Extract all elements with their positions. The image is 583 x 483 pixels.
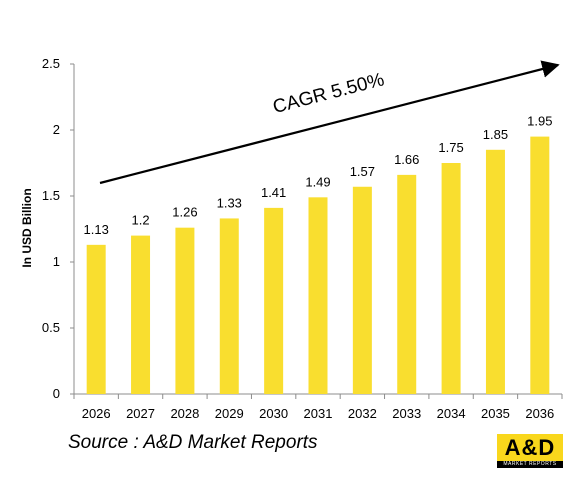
bar	[86, 244, 106, 394]
y-tick-label: 2.5	[42, 56, 60, 71]
cagr-arrow	[99, 60, 560, 185]
data-label: 1.66	[394, 152, 419, 167]
bar	[264, 207, 284, 394]
x-tick-label: 2035	[481, 406, 510, 421]
y-tick-label: 1	[53, 254, 60, 269]
bar	[131, 235, 151, 394]
x-tick-label: 2034	[437, 406, 466, 421]
data-labels: 1.13 1.2 1.26 1.33 1.41 1.49 1.57 1.66 1.75 1.85 1…	[84, 114, 553, 237]
y-tick-label: 0	[53, 386, 60, 401]
logo-sub-text: MARKET REPORTS	[497, 461, 563, 468]
source-caption: Source : A&D Market Reports	[68, 432, 318, 453]
bar	[219, 218, 239, 394]
x-tick-label: 2033	[392, 406, 421, 421]
x-tick-label: 2032	[348, 406, 377, 421]
data-label: 1.95	[527, 114, 552, 129]
x-tick-label: 2030	[259, 406, 288, 421]
data-label: 1.2	[132, 213, 150, 228]
x-tick-label: 2031	[304, 406, 333, 421]
bar	[308, 197, 328, 394]
y-axis-label: In USD Billion	[20, 188, 34, 267]
bar	[397, 174, 417, 394]
y-tick-label: 0.5	[42, 320, 60, 335]
company-logo: A&D MARKET REPORTS	[497, 434, 563, 468]
data-label: 1.75	[438, 140, 463, 155]
axes: 0 0.5 1 1.5 2 2.5 2026 2027 2028 2029 2030 2031 2032…	[42, 56, 563, 421]
x-tick-label: 2029	[215, 406, 244, 421]
bar	[441, 163, 461, 394]
data-label: 1.41	[261, 185, 286, 200]
bar	[352, 186, 372, 394]
logo-main-text: A&D	[497, 434, 563, 461]
cagr-annotation: CAGR 5.50%	[271, 69, 387, 118]
data-label: 1.57	[350, 164, 375, 179]
bar	[485, 149, 505, 394]
data-label: 1.33	[217, 195, 242, 210]
data-label: 1.13	[84, 222, 109, 237]
x-tick-label: 2026	[82, 406, 111, 421]
x-tick-label: 2028	[170, 406, 199, 421]
bar	[175, 227, 195, 394]
data-label: 1.85	[483, 127, 508, 142]
bars	[86, 136, 550, 394]
x-tick-label: 2027	[126, 406, 155, 421]
data-label: 1.26	[172, 205, 197, 220]
y-tick-label: 1.5	[42, 188, 60, 203]
y-tick-label: 2	[53, 122, 60, 137]
data-label: 1.49	[305, 174, 330, 189]
bar	[530, 136, 550, 394]
x-tick-label: 2036	[525, 406, 554, 421]
